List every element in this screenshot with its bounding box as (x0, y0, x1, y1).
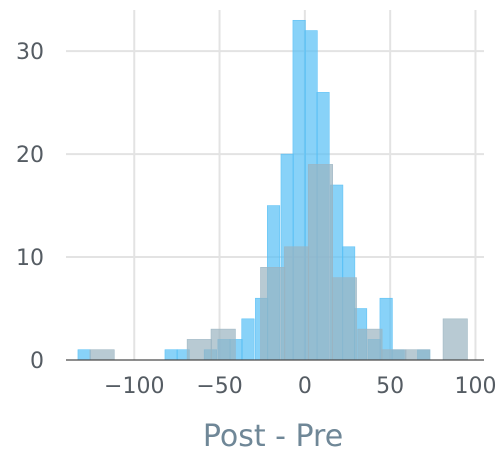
y-tick-label: 10 (16, 246, 44, 271)
histogram-bar (210, 328, 236, 361)
x-tick-label: 50 (376, 374, 404, 399)
histogram-bar (405, 349, 431, 361)
histogram-bar (307, 164, 333, 361)
x-axis-label: Post - Pre (203, 419, 343, 454)
histogram-bar (164, 349, 178, 361)
series-2-bars (89, 164, 468, 361)
histogram-bar (381, 349, 407, 361)
histogram-bar (186, 339, 212, 361)
x-tick-label: −50 (196, 374, 242, 399)
x-tick-label: −100 (104, 374, 164, 399)
histogram-bar (241, 318, 255, 361)
series-1-bars (77, 19, 431, 361)
x-tick-label: 0 (298, 374, 312, 399)
y-tick-label: 30 (16, 40, 44, 65)
x-tick-label: 100 (454, 374, 496, 399)
histogram-bar (89, 349, 115, 361)
histogram-bar (77, 349, 91, 361)
histogram-bar (331, 277, 357, 361)
histogram-bar (284, 246, 310, 361)
x-tick-labels: −100 −50 0 50 100 (104, 374, 496, 399)
y-tick-label: 20 (16, 143, 44, 168)
y-tick-labels: 0 10 20 30 (16, 40, 44, 374)
histogram-bar (260, 267, 286, 361)
y-tick-label: 0 (30, 349, 44, 374)
histogram-bar (357, 328, 383, 361)
histogram-bar (442, 318, 468, 361)
